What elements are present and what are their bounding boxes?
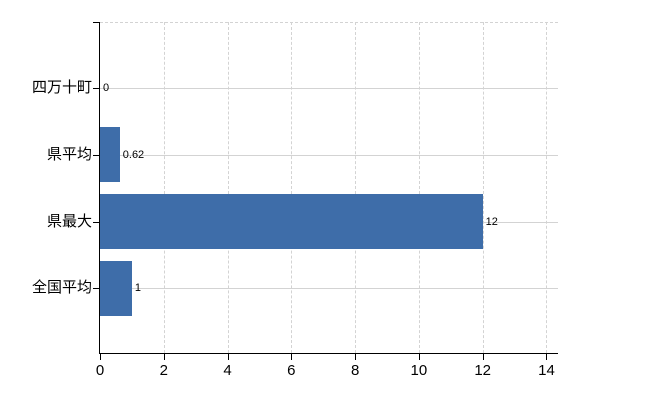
y-tick [93,88,100,89]
bar [100,127,120,183]
x-tick-label: 10 [410,362,428,379]
x-tick-label: 14 [538,362,555,379]
x-tick [100,353,101,360]
y-tick [93,22,100,23]
horizontal-gridline [100,88,558,89]
bar [100,260,132,316]
vertical-gridline [163,22,165,353]
x-tick-label: 2 [159,362,168,379]
x-tick [227,353,229,360]
y-tick [93,221,100,223]
vertical-gridline [227,22,229,353]
category-label: 県最大 [46,212,92,230]
vertical-gridline [418,22,420,353]
vertical-gridline [291,22,293,353]
x-tick [418,353,420,360]
category-label: 四万十町 [31,79,92,96]
x-tick [291,353,293,360]
value-label: 1 [134,282,141,295]
x-tick [355,353,357,360]
vertical-gridline [482,22,484,353]
x-axis-line [99,353,558,354]
vertical-gridline [546,22,548,353]
bar [100,194,483,249]
category-label: 全国平均 [31,279,92,297]
x-tick [546,353,548,360]
x-tick [163,353,165,360]
x-tick [482,353,484,360]
value-label: 12 [485,215,498,228]
plot-top-border [100,22,558,23]
y-tick [93,288,100,290]
x-tick-label: 6 [287,362,296,379]
category-label: 県平均 [46,145,92,163]
y-axis-line [99,22,100,353]
x-tick-label: 12 [474,362,492,379]
value-label: 0 [103,82,110,94]
x-tick-label: 4 [223,362,232,379]
value-label: 0.62 [122,148,145,161]
horizontal-gridline [100,154,558,156]
x-tick-label: 8 [350,362,360,379]
x-tick-label: 0 [95,362,105,379]
horizontal-gridline [100,288,558,290]
y-tick [93,154,100,156]
vertical-gridline [355,22,357,353]
